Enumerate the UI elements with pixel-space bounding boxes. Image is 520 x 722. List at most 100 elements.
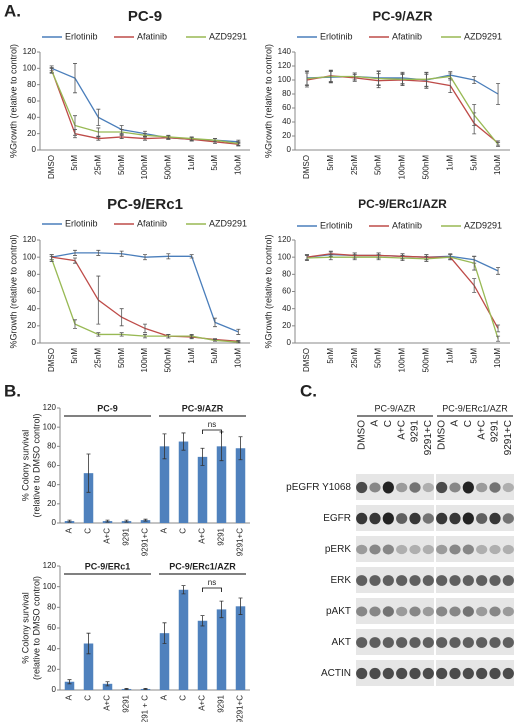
- band: [502, 667, 514, 680]
- bar: [216, 609, 227, 690]
- error-bar: [73, 257, 77, 264]
- band: [396, 606, 408, 617]
- y-axis-label: % Colony survival: [20, 592, 30, 664]
- band: [462, 606, 474, 617]
- significance-label: ns: [208, 420, 216, 429]
- band: [396, 513, 408, 524]
- x-tick-label: 5uM: [469, 348, 478, 364]
- x-tick-label: 9291: [217, 694, 226, 712]
- band: [436, 606, 448, 617]
- band: [382, 637, 394, 648]
- band: [382, 606, 394, 617]
- bar: [197, 456, 208, 523]
- group-label: PC-9/ERc1/AZR: [442, 403, 508, 413]
- band: [409, 606, 421, 617]
- error-bar: [472, 278, 477, 293]
- y-tick-label: 20: [282, 131, 291, 140]
- x-tick-label: A+C: [103, 528, 112, 544]
- x-tick-label: DMSO: [47, 348, 56, 372]
- bar: [197, 620, 208, 690]
- band: [382, 575, 394, 586]
- y-tick-label: 40: [282, 117, 291, 126]
- y-tick-label: 120: [278, 61, 292, 70]
- band: [476, 606, 488, 617]
- band: [356, 637, 368, 648]
- y-axis-label: % Colony survival: [20, 430, 30, 502]
- y-tick-label: 100: [278, 75, 292, 84]
- band: [369, 544, 381, 555]
- x-tick-label: DMSO: [302, 155, 311, 179]
- band: [462, 544, 474, 555]
- x-tick-label: 500nM: [421, 155, 430, 180]
- significance-bracket: [202, 429, 222, 434]
- line: [51, 67, 239, 143]
- error-bar: [86, 453, 91, 493]
- row-label: AKT: [332, 637, 351, 648]
- y-tick-label: 20: [47, 499, 56, 508]
- chart-title: PC-9/ERc1/AZR: [358, 197, 447, 211]
- y-tick-label: 60: [27, 96, 36, 105]
- blot-strip: [356, 598, 434, 624]
- x-tick-label: 9291 + C: [141, 695, 150, 722]
- error-bar: [304, 255, 309, 261]
- error-bar: [143, 254, 147, 261]
- error-bar: [189, 136, 194, 141]
- line: [51, 252, 239, 333]
- y-tick-label: 20: [27, 129, 36, 138]
- band: [356, 544, 368, 555]
- x-tick-label: A: [65, 527, 74, 533]
- x-tick-label: 100nM: [398, 348, 407, 373]
- y-tick-label: 40: [27, 304, 36, 313]
- error-bar: [166, 134, 171, 139]
- error-bar: [181, 585, 186, 595]
- y-tick-label: 60: [282, 287, 291, 296]
- y-tick-label: 120: [43, 561, 57, 570]
- band: [382, 481, 394, 494]
- band: [449, 637, 461, 648]
- bar: [83, 643, 94, 690]
- group-label: PC-9/ERc1: [85, 561, 131, 571]
- y-axis-label: (relative to DMSO control): [31, 413, 41, 517]
- x-tick-label: 1uM: [187, 155, 196, 171]
- error-bar: [166, 253, 171, 260]
- lane-label: DMSO: [356, 420, 367, 450]
- band: [489, 637, 501, 648]
- band: [476, 575, 488, 586]
- error-bar: [73, 63, 77, 94]
- lane-label: DMSO: [436, 420, 447, 450]
- error-bar: [236, 340, 241, 344]
- y-tick-label: 80: [47, 441, 56, 450]
- band: [436, 575, 448, 586]
- error-bar: [96, 127, 101, 137]
- error-bar: [376, 71, 381, 86]
- band: [462, 637, 474, 648]
- band: [489, 482, 501, 493]
- error-bar: [328, 254, 333, 261]
- y-tick-label: 100: [43, 422, 57, 431]
- y-tick-label: 0: [52, 685, 57, 694]
- y-tick-label: 80: [27, 269, 36, 278]
- x-tick-label: 500nM: [163, 155, 172, 180]
- band: [382, 512, 394, 525]
- error-bar: [189, 254, 194, 259]
- band: [409, 637, 421, 648]
- bar: [140, 520, 151, 523]
- panel-label: A.: [4, 1, 21, 20]
- band: [436, 481, 448, 494]
- x-tick-label: 1uM: [445, 348, 454, 364]
- y-tick-label: 60: [47, 461, 56, 470]
- band: [409, 544, 421, 555]
- band: [369, 637, 381, 648]
- band: [502, 544, 514, 555]
- band: [476, 544, 488, 555]
- x-tick-label: 9291: [122, 527, 131, 545]
- x-tick-label: 5uM: [210, 348, 219, 364]
- x-tick-label: 5nM: [326, 348, 335, 364]
- y-tick-label: 20: [27, 321, 36, 330]
- x-tick-label: 1uM: [445, 155, 454, 171]
- y-tick-label: 80: [27, 80, 36, 89]
- error-bar: [352, 72, 357, 81]
- bar: [178, 441, 189, 523]
- legend-label: Erlotinib: [65, 218, 98, 228]
- band: [409, 667, 421, 680]
